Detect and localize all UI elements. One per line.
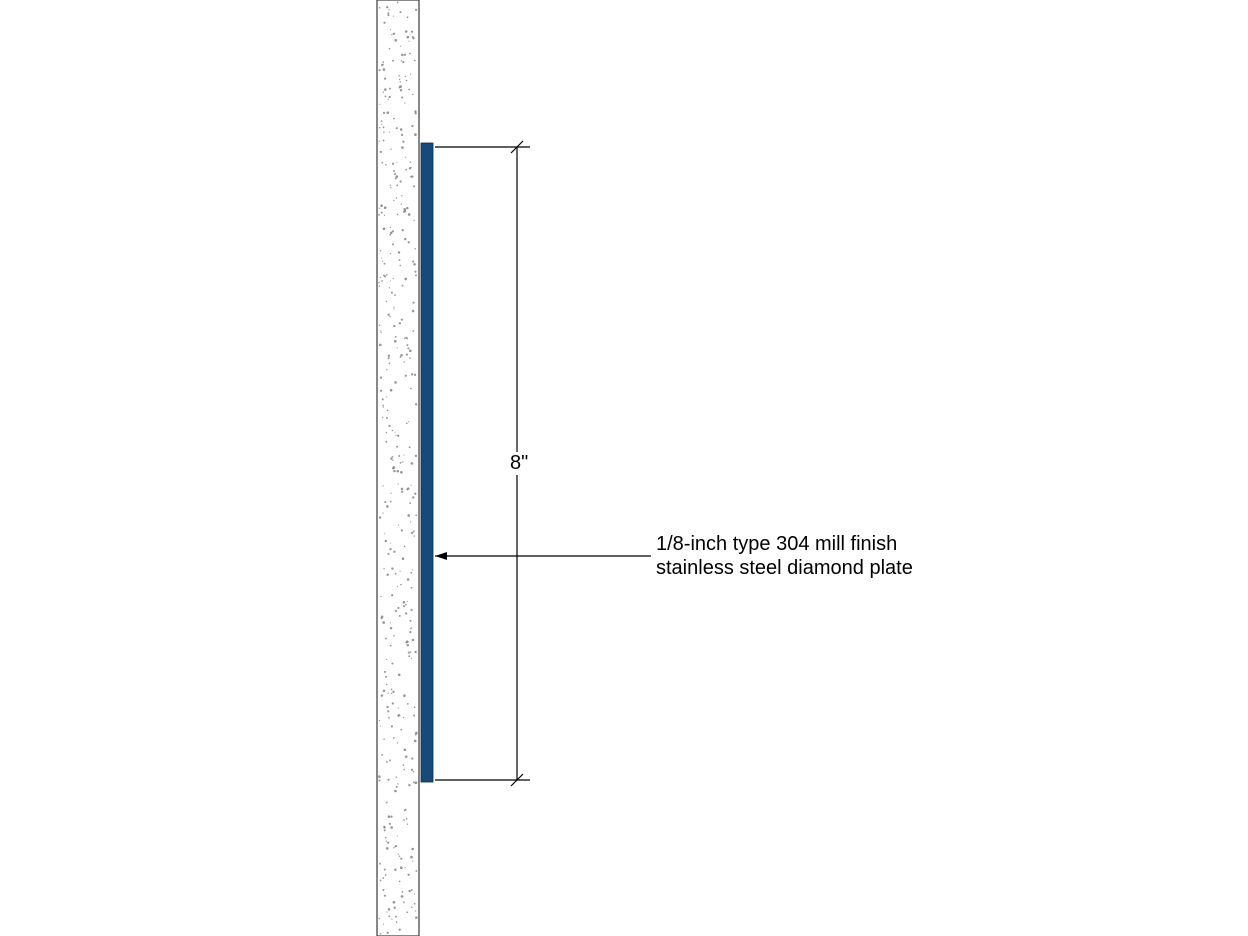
leader-line: [435, 552, 651, 560]
wall-section: [377, 0, 419, 936]
dimension-label: 8": [506, 452, 532, 475]
steel-plate: [421, 143, 433, 782]
plate-annotation: 1/8-inch type 304 mill finish stainless …: [656, 532, 913, 580]
